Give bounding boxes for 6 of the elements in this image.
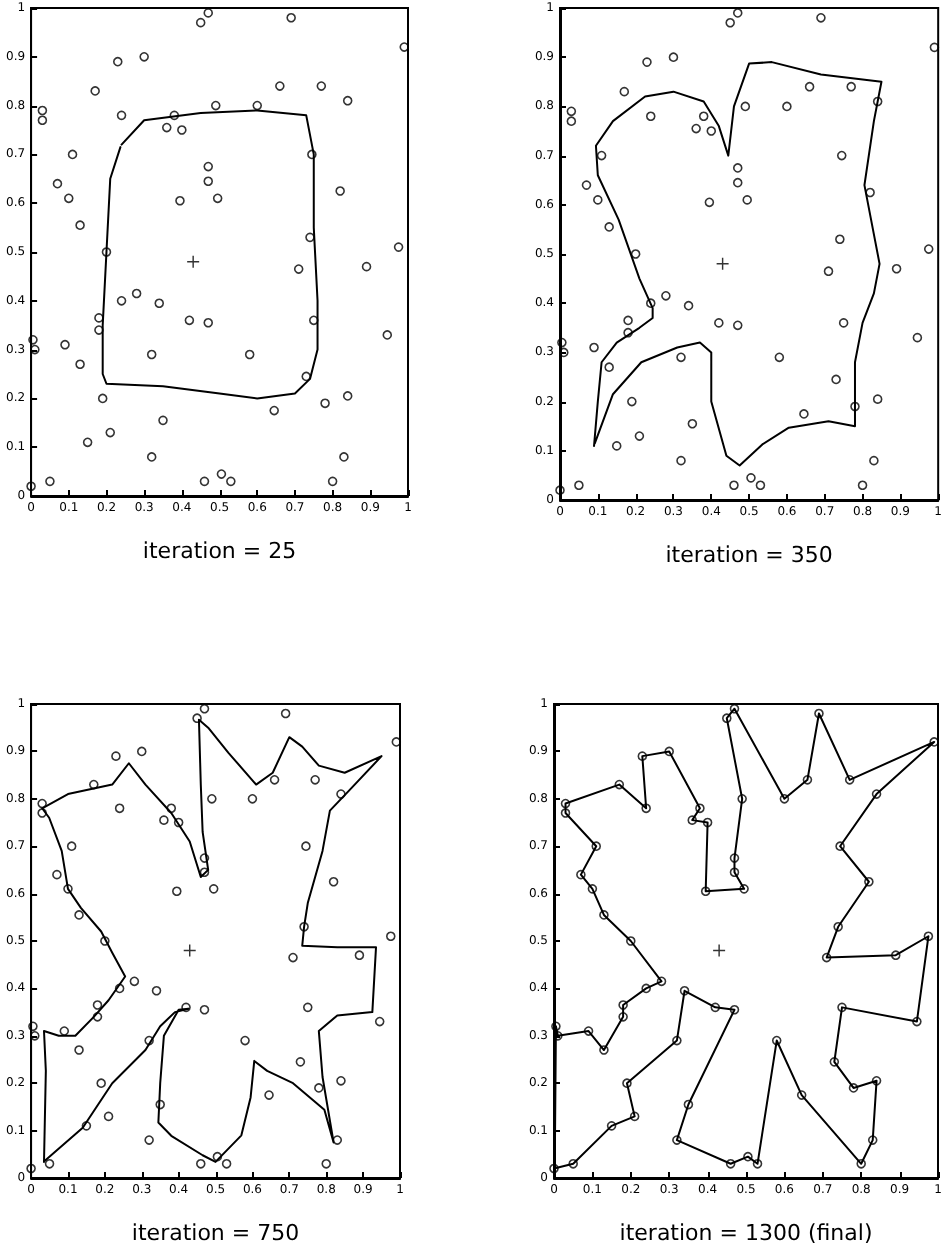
- x-axis-title: iteration = 1300 (final): [619, 1220, 873, 1246]
- line-series: [101, 109, 319, 400]
- x-axis-title: iteration = 750: [131, 1220, 300, 1246]
- x-axis-title: iteration = 350: [665, 542, 833, 568]
- line-series: [593, 61, 883, 467]
- x-axis-title: iteration = 25: [142, 538, 297, 564]
